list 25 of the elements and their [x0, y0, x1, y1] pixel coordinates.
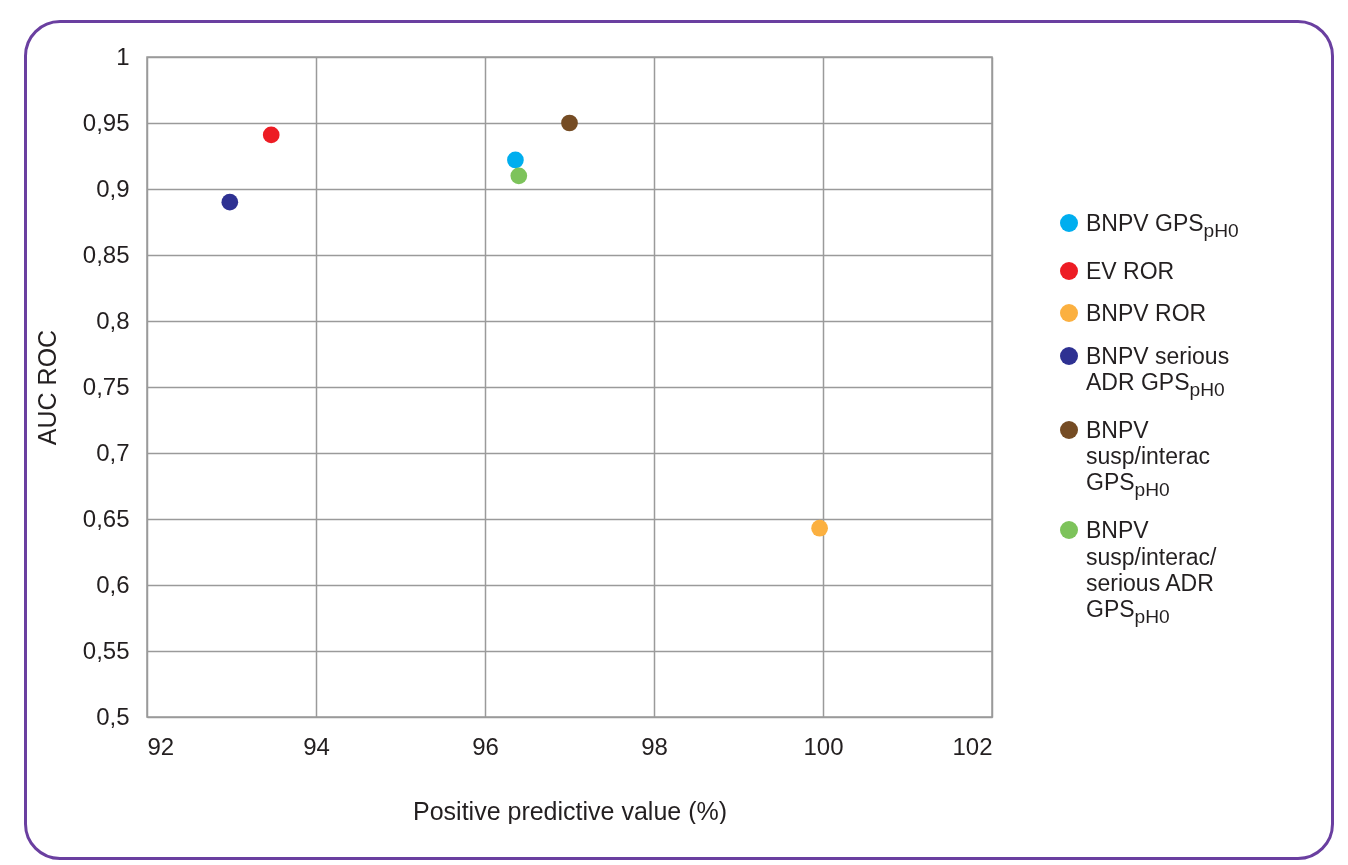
- y-tick-label: 0,95: [82, 108, 130, 136]
- x-tick-label: 94: [303, 732, 330, 760]
- y-tick-label: 0,5: [96, 702, 130, 730]
- legend-label: BNPV susp/interac/ serious ADR GPS$_{pH0}$: [1086, 517, 1218, 629]
- legend-label: BNPV ROR: [1086, 300, 1207, 327]
- x-tick-label: 102: [952, 732, 993, 760]
- y-tick-label: 0,55: [82, 636, 130, 664]
- legend-label: BNPV susp/interac GPS$_{pH0}$: [1086, 416, 1211, 502]
- y-tick-label: 0,65: [82, 504, 130, 532]
- x-tick-label: 96: [472, 732, 499, 760]
- legend-label: EV ROR: [1086, 257, 1175, 285]
- y-axis-title: AUC ROC: [32, 329, 61, 446]
- y-tick-label: 0,7: [96, 438, 130, 466]
- x-tick-label: 100: [803, 732, 844, 760]
- y-tick-label: 0,6: [96, 570, 130, 598]
- y-tick-label: 0,8: [96, 306, 130, 334]
- legend-label: BNPV GPS$_{pH0}$: [1086, 210, 1239, 242]
- legend-label: BNPV serious ADR GPS$_{pH0}$: [1086, 342, 1231, 401]
- x-axis-title: Positive predictive value (%): [412, 796, 728, 825]
- x-tick-label: 92: [147, 732, 175, 760]
- y-tick-label: 1: [116, 42, 130, 70]
- y-tick-label: 0,9: [96, 174, 130, 202]
- y-tick-label: 0,75: [82, 372, 130, 400]
- x-tick-label: 98: [641, 732, 668, 760]
- y-tick-label: 0,85: [82, 240, 130, 268]
